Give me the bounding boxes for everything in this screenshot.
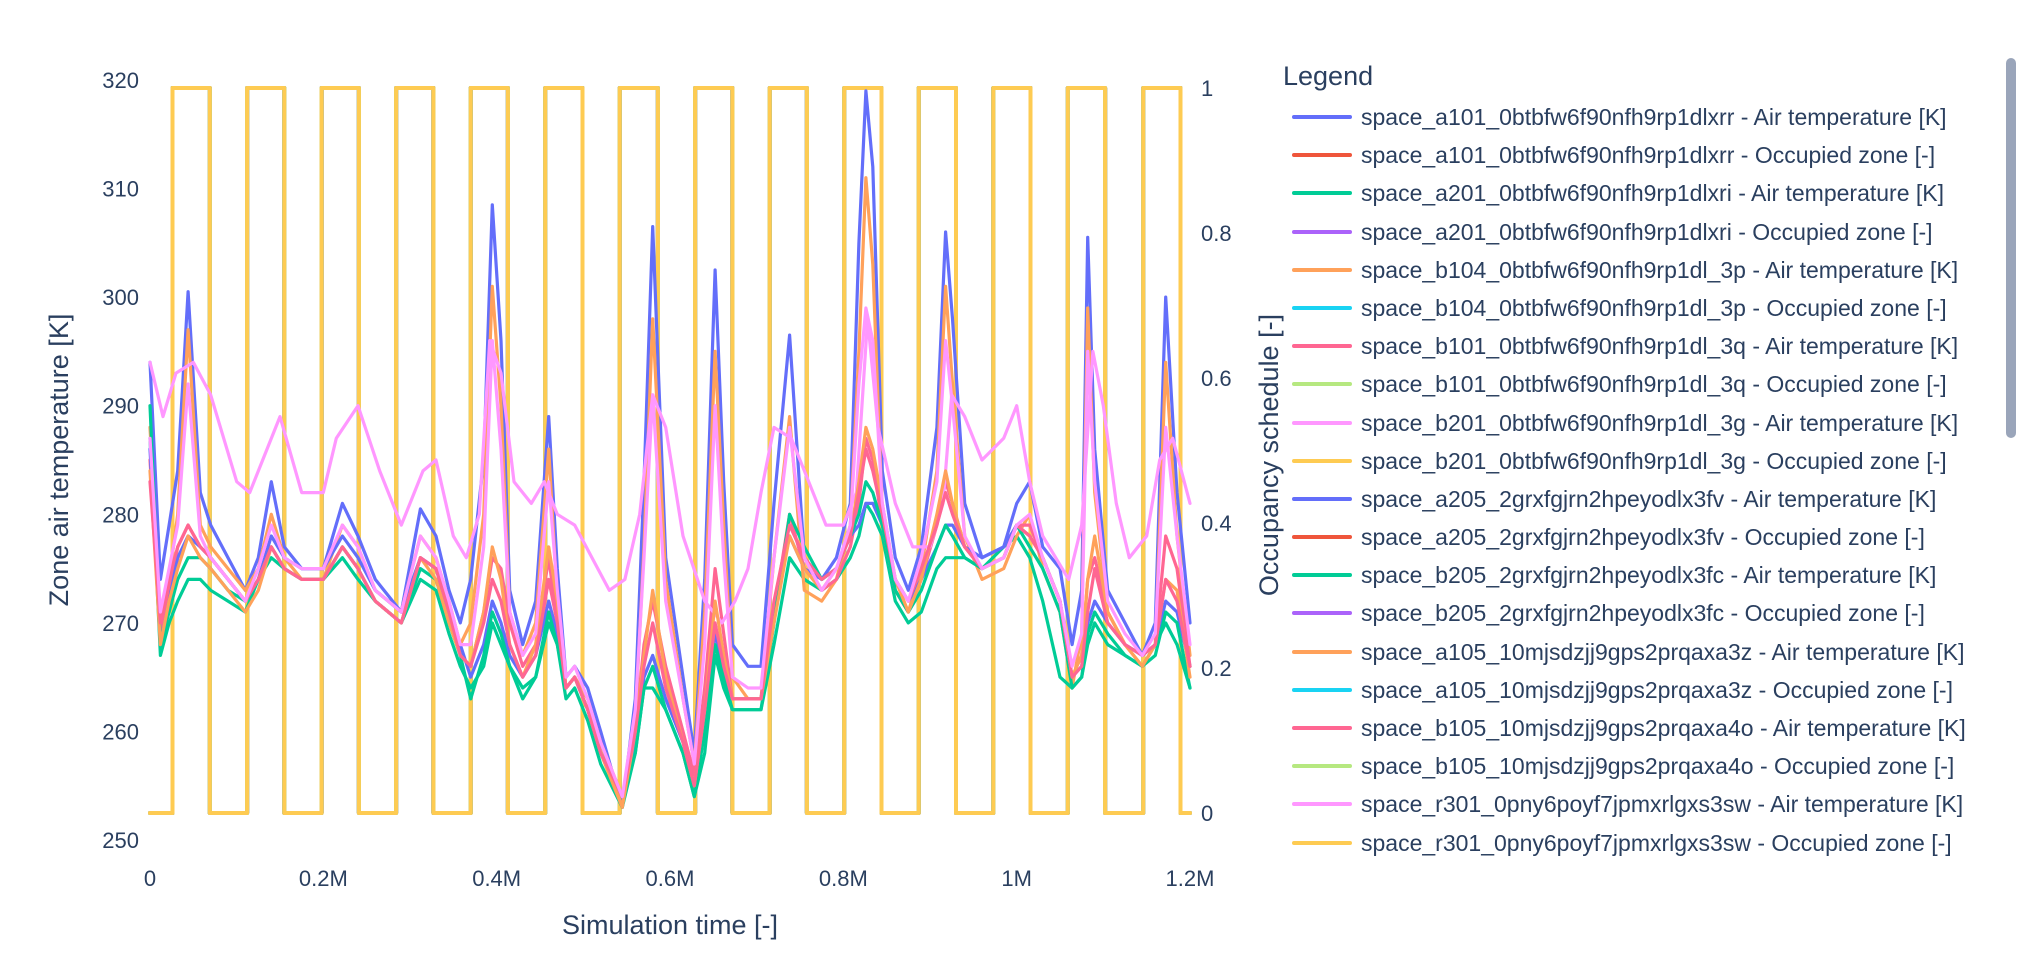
legend-swatch [1292, 153, 1352, 158]
legend-swatch [1292, 191, 1352, 196]
legend-swatch [1292, 496, 1352, 501]
series-line-8 [148, 317, 1192, 625]
legend-swatch [1292, 267, 1352, 272]
legend-item[interactable]: space_a205_2grxfgjrn2hpeyodlx3fv - Air t… [1283, 480, 2003, 518]
legend-swatch [1292, 535, 1352, 540]
legend-item[interactable]: space_a205_2grxfgjrn2hpeyodlx3fv - Occup… [1283, 518, 2003, 556]
x-tick-label: 0 [144, 866, 156, 891]
legend-label: space_a205_2grxfgjrn2hpeyodlx3fv - Occup… [1361, 524, 1925, 551]
y-tick-label: 300 [102, 285, 139, 310]
y-tick-label: 270 [102, 611, 139, 636]
legend-swatch [1292, 840, 1352, 845]
x-tick-label: 1M [1001, 866, 1032, 891]
y-axis-title: Zone air temperature [K] [44, 314, 74, 607]
legend-item[interactable]: space_b101_0btbfw6f90nfh9rp1dl_3q - Occu… [1283, 365, 2003, 403]
legend-label: space_a101_0btbfw6f90nfh9rp1dlxrr - Air … [1361, 104, 1947, 130]
y2-axis-ticks: 0 0.2 0.4 0.6 0.8 1 [1201, 76, 1232, 826]
legend-swatch [1292, 573, 1352, 578]
y2-axis-title: Occupancy schedule [-] [1254, 314, 1284, 596]
legend-item[interactable]: space_a101_0btbfw6f90nfh9rp1dlxrr - Occu… [1283, 136, 2003, 174]
legend-swatch [1292, 649, 1352, 654]
x-axis-title: Simulation time [-] [562, 910, 778, 940]
legend-swatch [1292, 115, 1352, 119]
legend-item[interactable]: space_a105_10mjsdzjj9gps2prqaxa3z - Occu… [1283, 671, 2003, 709]
legend-swatch [1292, 382, 1352, 387]
legend-swatch [1292, 764, 1352, 769]
y-tick-label: 280 [102, 502, 139, 527]
y-tick-label: 250 [102, 828, 139, 853]
legend-item[interactable]: space_a101_0btbfw6f90nfh9rp1dlxrr - Air … [1283, 98, 2003, 136]
y-tick-label: 320 [102, 68, 139, 93]
legend-label: space_b104_0btbfw6f90nfh9rp1dl_3p - Occu… [1361, 294, 1947, 321]
series-line-16 [148, 447, 1192, 799]
y-tick-label: 290 [102, 394, 139, 419]
legend-swatch [1292, 687, 1352, 692]
legend-swatch [1292, 802, 1352, 807]
y2-tick-label: 1 [1201, 76, 1213, 101]
x-axis-ticks: 0 0.2M 0.4M 0.6M 0.8M 1M 1.2M [144, 866, 1215, 891]
y-axis-ticks: 250 260 270 280 290 300 310 320 [102, 68, 139, 853]
legend-swatch [1292, 305, 1352, 310]
legend-item[interactable]: space_b104_0btbfw6f90nfh9rp1dl_3p - Air … [1283, 251, 2003, 289]
legend-label: space_a105_10mjsdzjj9gps2prqaxa3z - Occu… [1361, 676, 1953, 703]
x-tick-label: 0.4M [472, 866, 521, 891]
series-layer [148, 86, 1192, 815]
legend-swatch [1292, 420, 1352, 425]
legend-label: space_b105_10mjsdzjj9gps2prqaxa4o - Air … [1361, 715, 1966, 741]
x-tick-label: 1.2M [1166, 866, 1215, 891]
legend-item[interactable]: space_b205_2grxfgjrn2hpeyodlx3fc - Occup… [1283, 594, 2003, 632]
legend-item[interactable]: space_b101_0btbfw6f90nfh9rp1dl_3q - Air … [1283, 327, 2003, 365]
x-tick-label: 0.2M [299, 866, 348, 891]
legend-swatch [1292, 611, 1352, 616]
y-tick-label: 310 [102, 177, 139, 202]
legend-label: space_a205_2grxfgjrn2hpeyodlx3fv - Air t… [1361, 485, 1937, 512]
series-line-18 [148, 306, 1192, 799]
legend-item[interactable]: space_r301_0pny6poyf7jpmxrlgxs3sw - Occu… [1283, 824, 2003, 856]
legend-label: space_b101_0btbfw6f90nfh9rp1dl_3q - Air … [1361, 333, 1959, 360]
legend-swatch [1292, 458, 1352, 463]
y2-tick-label: 0.4 [1201, 511, 1232, 536]
legend-swatch [1292, 344, 1352, 349]
legend-label: space_b205_2grxfgjrn2hpeyodlx3fc - Occup… [1361, 600, 1925, 627]
legend-item[interactable]: space_b105_10mjsdzjj9gps2prqaxa4o - Occu… [1283, 747, 2003, 785]
legend: Legend space_a101_0btbfw6f90nfh9rp1dlxrr… [1283, 56, 2003, 856]
legend-swatch [1292, 726, 1352, 730]
legend-item[interactable]: space_r301_0pny6poyf7jpmxrlgxs3sw - Air … [1283, 785, 2003, 823]
legend-label: space_b205_2grxfgjrn2hpeyodlx3fc - Air t… [1361, 562, 1937, 589]
legend-item[interactable]: space_a201_0btbfw6f90nfh9rp1dlxri - Air … [1283, 174, 2003, 212]
y-tick-label: 260 [102, 719, 139, 744]
legend-item[interactable]: space_b201_0btbfw6f90nfh9rp1dl_3g - Occu… [1283, 442, 2003, 480]
legend-label: space_b104_0btbfw6f90nfh9rp1dl_3p - Air … [1361, 256, 1959, 283]
y2-tick-label: 0.6 [1201, 366, 1232, 391]
legend-item[interactable]: space_b201_0btbfw6f90nfh9rp1dl_3g - Air … [1283, 404, 2003, 442]
series-line-0 [148, 89, 1192, 809]
legend-label: space_a105_10mjsdzjj9gps2prqaxa3z - Air … [1361, 638, 1965, 665]
legend-item[interactable]: space_b105_10mjsdzjj9gps2prqaxa4o - Air … [1283, 709, 2003, 747]
legend-label: space_r301_0pny6poyf7jpmxrlgxs3sw - Occu… [1361, 829, 1952, 856]
legend-title: Legend [1283, 61, 1374, 91]
legend-label: space_a201_0btbfw6f90nfh9rp1dlxri - Air … [1361, 180, 1945, 207]
y2-tick-label: 0 [1201, 801, 1213, 826]
y2-tick-label: 0.8 [1201, 221, 1232, 246]
legend-item[interactable]: space_a105_10mjsdzjj9gps2prqaxa3z - Air … [1283, 633, 2003, 671]
legend-items: space_a101_0btbfw6f90nfh9rp1dlxrr - Air … [1283, 98, 2003, 856]
legend-label: space_b201_0btbfw6f90nfh9rp1dl_3g - Occu… [1361, 447, 1947, 474]
y2-tick-label: 0.2 [1201, 656, 1232, 681]
legend-item[interactable]: space_a201_0btbfw6f90nfh9rp1dlxri - Occu… [1283, 213, 2003, 251]
legend-label: space_b105_10mjsdzjj9gps2prqaxa4o - Occu… [1361, 753, 1955, 780]
series-line-19 [148, 86, 1192, 815]
legend-item[interactable]: space_b104_0btbfw6f90nfh9rp1dl_3p - Occu… [1283, 289, 2003, 327]
legend-label: space_b201_0btbfw6f90nfh9rp1dl_3g - Air … [1361, 409, 1959, 436]
legend-swatch [1292, 229, 1352, 234]
legend-label: space_a201_0btbfw6f90nfh9rp1dlxri - Occu… [1361, 218, 1933, 245]
x-tick-label: 0.6M [646, 866, 695, 891]
legend-item[interactable]: space_b205_2grxfgjrn2hpeyodlx3fc - Air t… [1283, 556, 2003, 594]
legend-label: space_b101_0btbfw6f90nfh9rp1dl_3q - Occu… [1361, 371, 1947, 398]
legend-label: space_a101_0btbfw6f90nfh9rp1dlxrr - Occu… [1361, 142, 1936, 169]
legend-scrollbar[interactable] [2006, 58, 2016, 438]
x-tick-label: 0.8M [819, 866, 868, 891]
legend-label: space_r301_0pny6poyf7jpmxrlgxs3sw - Air … [1361, 791, 1964, 818]
